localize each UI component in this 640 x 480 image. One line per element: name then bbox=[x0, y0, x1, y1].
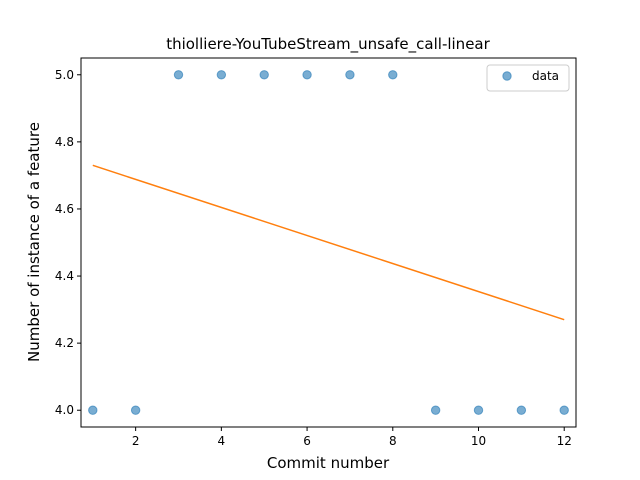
scatter-point bbox=[345, 70, 355, 80]
y-tick-label: 4.6 bbox=[55, 202, 74, 216]
legend-marker bbox=[502, 71, 512, 81]
x-tick-label: 12 bbox=[557, 434, 572, 448]
scatter-point bbox=[216, 70, 227, 80]
x-axis: 2 4 6 8 10 12 bbox=[132, 427, 572, 448]
y-axis-label: Number of instance of a feature bbox=[25, 122, 43, 362]
x-axis-label: Commit number bbox=[267, 454, 390, 472]
scatter-point bbox=[130, 405, 141, 415]
scatter-point bbox=[473, 405, 484, 415]
scatter-point bbox=[302, 70, 312, 80]
plot-frame bbox=[80, 57, 577, 428]
y-tick-label: 4.0 bbox=[55, 403, 74, 417]
scatter-point bbox=[173, 70, 184, 80]
regression-line bbox=[92, 164, 565, 321]
scatter-point bbox=[388, 70, 398, 80]
x-tick-label: 8 bbox=[389, 434, 397, 448]
chart-title: thiolliere-YouTubeStream_unsafe_call-lin… bbox=[166, 35, 490, 54]
y-tick-label: 5.0 bbox=[55, 68, 74, 82]
y-axis: 4.0 4.2 4.4 4.6 4.8 5.0 bbox=[55, 68, 81, 417]
x-tick-label: 4 bbox=[218, 434, 226, 448]
scatter-point bbox=[516, 405, 527, 415]
x-tick-label: 6 bbox=[303, 434, 311, 448]
y-tick-label: 4.8 bbox=[55, 135, 74, 149]
scatter-point bbox=[430, 405, 441, 415]
x-tick-label: 10 bbox=[471, 434, 486, 448]
scatter-point bbox=[559, 405, 569, 415]
scatter-point bbox=[259, 70, 269, 80]
legend: data bbox=[486, 64, 570, 92]
legend-label-data: data bbox=[532, 69, 559, 83]
scatter-point bbox=[88, 405, 98, 415]
x-tick-label: 2 bbox=[132, 434, 140, 448]
y-tick-label: 4.4 bbox=[55, 269, 74, 283]
plot-area bbox=[88, 70, 569, 415]
y-tick-label: 4.2 bbox=[55, 336, 74, 350]
